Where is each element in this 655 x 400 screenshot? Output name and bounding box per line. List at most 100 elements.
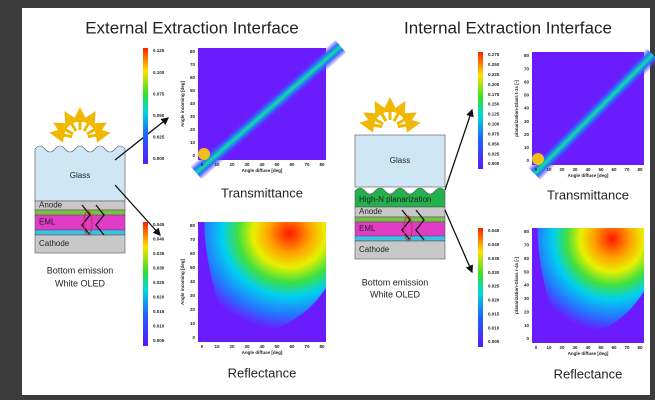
light-ray [374, 101, 389, 122]
y-tick-label: 30 [190, 293, 196, 298]
x-axis-label: Angle diffuse [deg] [568, 351, 609, 356]
y-axis-label: Angle incoming [deg] [180, 81, 185, 127]
y-tick-label: 0 [526, 336, 529, 341]
photon-path [81, 204, 91, 236]
colorbar-tick-label: 0.040 [488, 242, 500, 247]
y-tick-label: 10 [524, 145, 530, 150]
x-tick-label: 70 [624, 167, 630, 172]
colorbar-tick-label: 0.040 [153, 237, 165, 242]
light-ray [391, 101, 406, 122]
colorbar-tick-label: 0.035 [153, 251, 165, 256]
x-tick-label: 50 [598, 167, 604, 172]
y-tick-label: 40 [190, 279, 196, 284]
arrow [114, 184, 161, 236]
panel-title: Internal Extraction Interface [404, 18, 612, 37]
arrow [114, 117, 170, 161]
x-tick-label: 20 [559, 345, 565, 350]
layer-label: Glass [390, 156, 410, 165]
colorbar-tick-label: 0.150 [488, 102, 500, 107]
layer-label: Anode [359, 207, 383, 216]
colorbar-tick-label: 0.225 [488, 72, 500, 77]
x-tick-label: 40 [585, 167, 591, 172]
y-tick-label: 20 [190, 307, 196, 312]
x-tick-label: 30 [244, 162, 250, 167]
y-tick-label: 10 [190, 140, 196, 145]
colorbar-tick-label: 0.050 [153, 113, 165, 118]
y-axis-label: planarization-Glass r-4s [-] [514, 257, 519, 314]
light-ray [397, 117, 421, 133]
x-tick-label: 0 [201, 162, 204, 167]
colorbar-tick-label: 0.020 [153, 295, 165, 300]
y-tick-label: 50 [190, 265, 196, 270]
colorbar-tick-label: 0.015 [488, 311, 500, 316]
x-tick-label: 50 [598, 345, 604, 350]
heatmap-band [528, 48, 655, 181]
y-tick-label: 40 [524, 106, 530, 111]
y-tick-label: 0 [526, 158, 529, 163]
plot-label: Reflectance [228, 365, 297, 380]
y-tick-label: 20 [524, 132, 530, 137]
y-tick-label: 50 [524, 93, 530, 98]
layer [354, 187, 446, 208]
layer [34, 145, 126, 202]
layer-label: Glass [70, 171, 90, 180]
y-tick-label: 70 [524, 66, 530, 71]
x-tick-label: 20 [229, 162, 235, 167]
x-tick-label: 80 [319, 162, 325, 167]
colorbar-tick-label: 0.030 [153, 266, 165, 271]
layer [354, 240, 446, 260]
y-tick-label: 80 [190, 223, 196, 228]
layer [354, 216, 446, 223]
x-tick-label: 0 [535, 167, 538, 172]
layer-label: EML [39, 218, 56, 227]
x-tick-label: 50 [274, 344, 280, 349]
colorbar-tick-label: 0.005 [488, 339, 500, 344]
light-ray [359, 117, 383, 133]
x-tick-label: 30 [244, 344, 250, 349]
y-tick-label: 80 [524, 53, 530, 58]
x-tick-label: 0 [535, 345, 538, 350]
y-tick-label: 70 [190, 237, 196, 242]
layer [34, 209, 126, 216]
light-ray [49, 127, 73, 143]
heatmap-peak [198, 148, 210, 160]
plot-label: Transmittance [221, 185, 303, 200]
x-tick-label: 40 [259, 344, 265, 349]
x-tick-label: 60 [289, 162, 295, 167]
x-tick-label: 10 [214, 162, 220, 167]
x-tick-label: 50 [274, 162, 280, 167]
heatmap-lobe [537, 228, 644, 338]
y-tick-label: 20 [190, 127, 196, 132]
colorbar-tick-label: 0.035 [488, 256, 500, 261]
arrow [444, 108, 474, 191]
y-tick-label: 50 [524, 269, 530, 274]
layer [354, 134, 446, 188]
colorbar-tick-label: 0.000 [488, 161, 500, 166]
y-tick-label: 30 [524, 296, 530, 301]
emitter [403, 215, 413, 241]
layer-label: High-N planarization [359, 195, 431, 204]
x-tick-label: 70 [304, 344, 310, 349]
colorbar [143, 48, 148, 164]
x-tick-label: 40 [259, 162, 265, 167]
photon-path [415, 209, 425, 241]
y-tick-label: 10 [190, 321, 196, 326]
y-tick-label: 40 [190, 101, 196, 106]
x-tick-label: 20 [559, 167, 565, 172]
x-axis-label: Angle diffuse [deg] [568, 173, 609, 178]
y-tick-label: 40 [524, 283, 530, 288]
x-tick-label: 70 [624, 345, 630, 350]
x-axis-label: Angle diffuse [deg] [242, 350, 283, 355]
colorbar-tick-label: 0.025 [488, 151, 500, 156]
layer-label: Cathode [359, 245, 390, 254]
panel-title: External Extraction Interface [85, 18, 299, 37]
x-tick-label: 10 [546, 345, 552, 350]
arrow [444, 209, 473, 274]
colorbar [478, 228, 483, 347]
photon-path [95, 204, 105, 236]
y-tick-label: 0 [192, 153, 195, 158]
colorbar-tick-label: 0.125 [488, 112, 500, 117]
y-tick-label: 70 [190, 62, 196, 67]
colorbar-tick-label: 0.125 [153, 48, 165, 53]
